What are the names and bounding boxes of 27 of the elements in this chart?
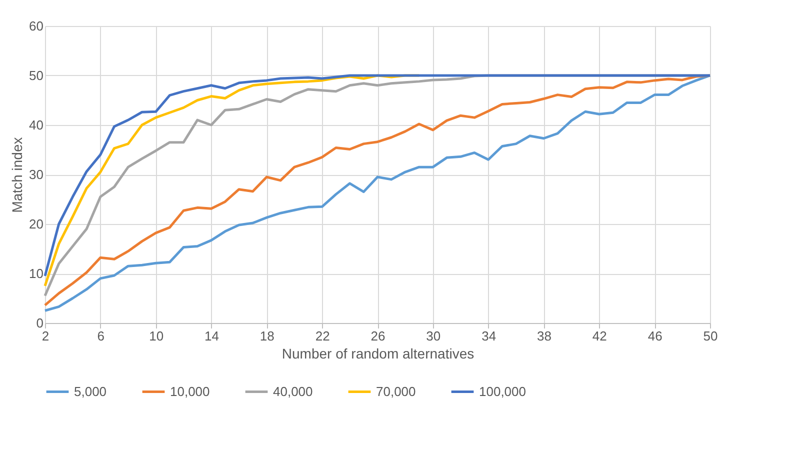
x-tick-label: 38 [537,328,552,344]
x-tick-label: 2 [42,328,50,344]
y-tick-label: 60 [29,18,44,34]
y-tick-label: 30 [29,167,44,182]
legend-label: 100,000 [479,384,526,399]
x-axis-title: Number of random alternatives [282,346,474,362]
x-tick-label: 10 [149,328,164,344]
x-tick-label: 6 [97,328,105,344]
x-tick-label: 30 [426,328,441,344]
x-tick-label: 14 [204,328,219,344]
legend-label: 5,000 [74,384,107,399]
x-tick-label: 18 [260,328,274,344]
y-tick-label: 40 [29,118,44,132]
x-tick-label: 34 [482,328,496,344]
y-tick-label: 0 [36,316,44,330]
x-tick-label: 22 [315,328,330,344]
legend-label: 40,000 [273,384,313,399]
y-tick-label: 10 [29,266,44,281]
y-axis-title: Match index [9,137,26,213]
x-tick-label: 42 [592,328,607,344]
x-tick-label: 46 [648,328,662,344]
x-tick-label: 26 [370,328,386,344]
y-tick-label: 50 [29,68,44,83]
legend-label: 10,000 [170,384,210,399]
x-tick-label: 50 [703,328,718,344]
y-tick-label: 20 [29,216,44,232]
legend-label: 70,000 [376,384,416,399]
